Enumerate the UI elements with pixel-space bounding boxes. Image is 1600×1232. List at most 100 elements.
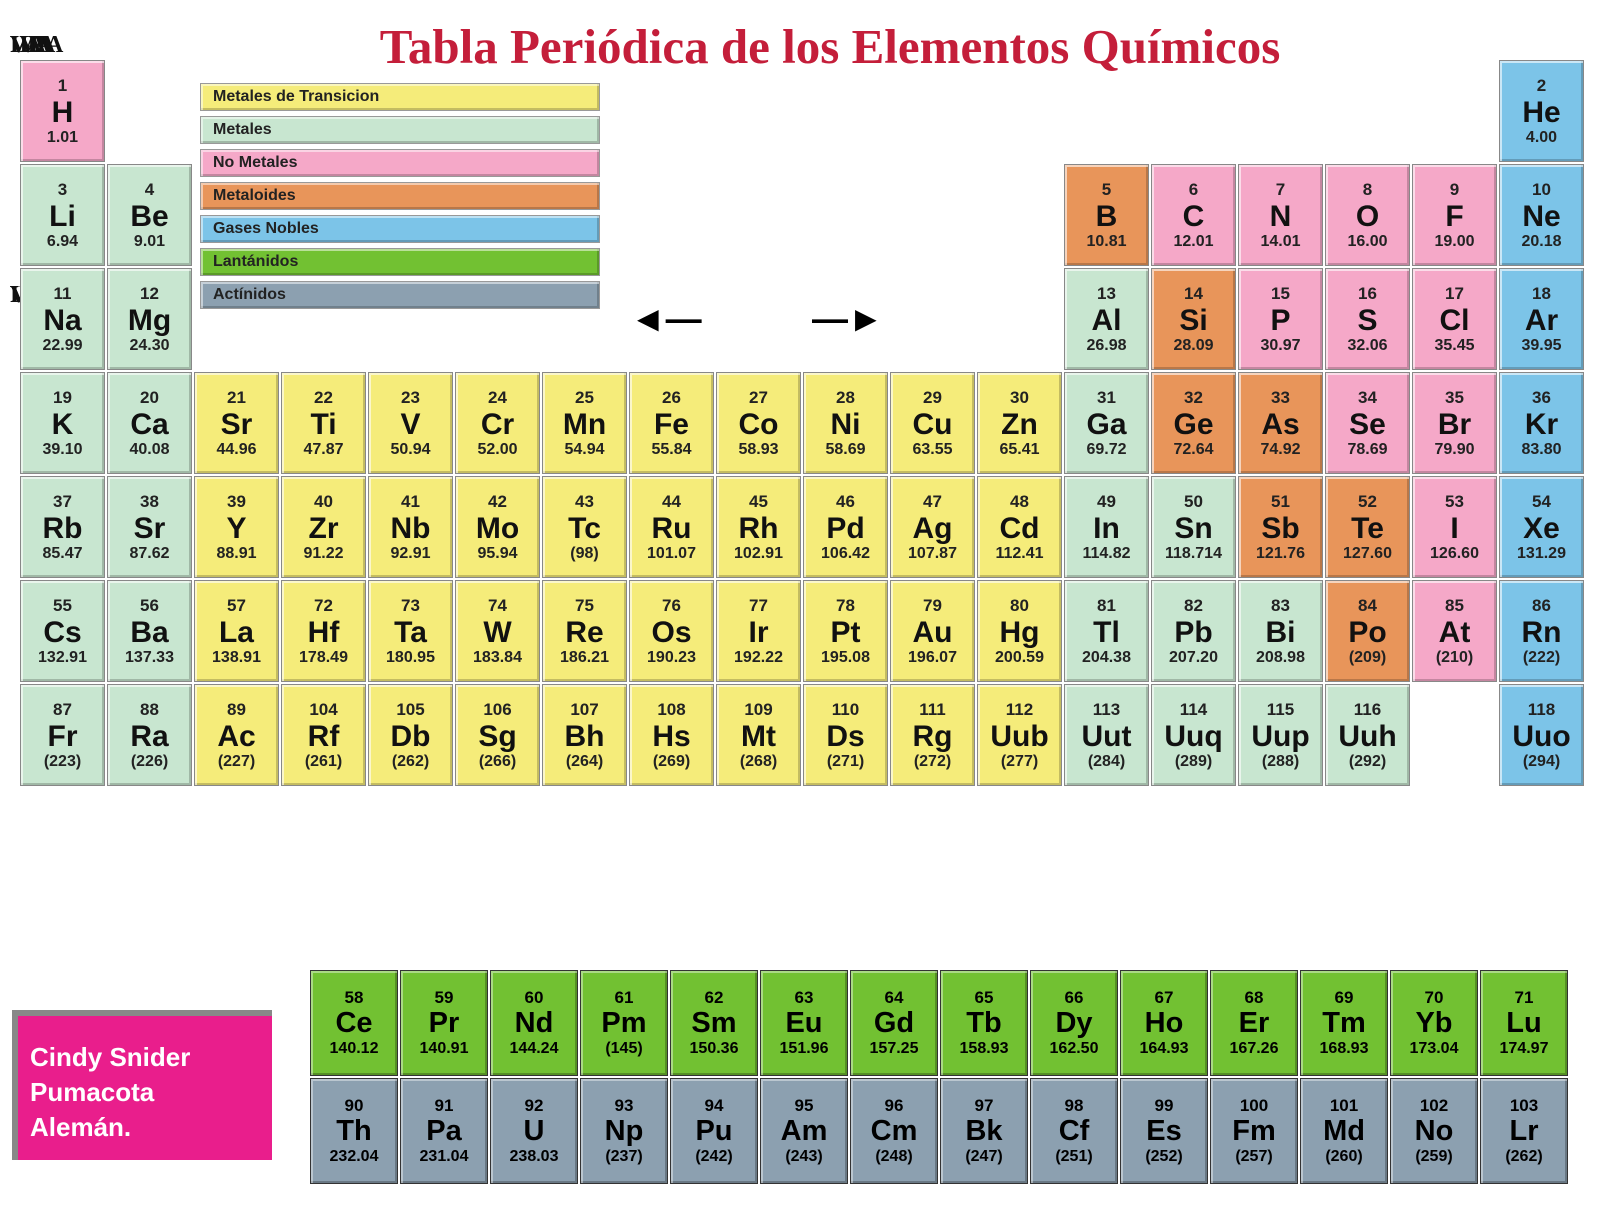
element-symbol: Ge <box>1173 408 1213 441</box>
element-symbol: Gd <box>874 1008 914 1040</box>
element-cell: 53I126.60 <box>1412 476 1497 578</box>
element-cell: 58Ce140.12 <box>310 970 398 1076</box>
atomic-mass: (237) <box>605 1148 642 1166</box>
atomic-number: 39 <box>227 492 246 512</box>
atomic-number: 56 <box>140 596 159 616</box>
atomic-number: 33 <box>1271 388 1290 408</box>
atomic-mass: 44.96 <box>216 441 256 459</box>
atomic-mass: (271) <box>827 753 864 771</box>
atomic-mass: 87.62 <box>129 545 169 563</box>
element-symbol: Mn <box>563 408 606 441</box>
atomic-mass: 126.60 <box>1430 545 1479 563</box>
atomic-number: 28 <box>836 388 855 408</box>
element-cell: 71Lu174.97 <box>1480 970 1568 1076</box>
element-cell: 36Kr83.80 <box>1499 372 1584 474</box>
element-cell: 52Te127.60 <box>1325 476 1410 578</box>
element-cell: 29Cu63.55 <box>890 372 975 474</box>
element-symbol: Ar <box>1525 304 1558 337</box>
atomic-mass: (223) <box>44 753 81 771</box>
atomic-mass: 24.30 <box>129 337 169 355</box>
atomic-mass: 20.18 <box>1521 233 1561 251</box>
element-cell: 72Hf178.49 <box>281 580 366 682</box>
author-box: Cindy Snider Pumacota Alemán. <box>12 1010 272 1160</box>
atomic-number: 72 <box>314 596 333 616</box>
element-cell: 46Pd106.42 <box>803 476 888 578</box>
element-symbol: Kr <box>1525 408 1558 441</box>
atomic-mass: (210) <box>1436 649 1473 667</box>
element-symbol: Ir <box>748 616 768 649</box>
atomic-number: 4 <box>145 180 154 200</box>
element-cell: 34Se78.69 <box>1325 372 1410 474</box>
element-cell: 17Cl35.45 <box>1412 268 1497 370</box>
atomic-number: 96 <box>885 1096 904 1116</box>
atomic-number: 68 <box>1245 988 1264 1008</box>
element-cell: 78Pt195.08 <box>803 580 888 682</box>
atomic-mass: 69.72 <box>1086 441 1126 459</box>
element-cell: 65Tb158.93 <box>940 970 1028 1076</box>
atomic-mass: 88.91 <box>216 545 256 563</box>
element-symbol: Rf <box>308 720 340 753</box>
element-symbol: Cs <box>43 616 81 649</box>
element-cell: 82Pb207.20 <box>1151 580 1236 682</box>
element-symbol: Ag <box>913 512 953 545</box>
element-cell: 31Ga69.72 <box>1064 372 1149 474</box>
element-cell: 7N14.01 <box>1238 164 1323 266</box>
atomic-mass: 112.41 <box>995 545 1043 563</box>
atomic-number: 106 <box>483 700 511 720</box>
atomic-number: 1 <box>58 76 67 96</box>
element-cell: 57La138.91 <box>194 580 279 682</box>
element-symbol: Sr <box>134 512 166 545</box>
atomic-mass: 231.04 <box>420 1148 469 1166</box>
atomic-mass: 107.87 <box>908 545 957 563</box>
atomic-number: 45 <box>749 492 768 512</box>
atomic-mass: 26.98 <box>1086 337 1126 355</box>
legend-row: Metales de Transicion <box>200 80 600 113</box>
element-symbol: Bk <box>965 1116 1002 1148</box>
element-cell: 13Al26.98 <box>1064 268 1149 370</box>
atomic-number: 107 <box>570 700 598 720</box>
atomic-mass: 127.60 <box>1343 545 1392 563</box>
atomic-number: 13 <box>1097 284 1116 304</box>
element-symbol: Uut <box>1082 720 1132 753</box>
atomic-mass: 55.84 <box>651 441 691 459</box>
element-symbol: C <box>1183 200 1205 233</box>
element-symbol: At <box>1439 616 1471 649</box>
atomic-number: 77 <box>749 596 768 616</box>
atomic-number: 36 <box>1532 388 1551 408</box>
atomic-mass: 50.94 <box>390 441 430 459</box>
atomic-mass: 30.97 <box>1260 337 1300 355</box>
atomic-mass: 65.41 <box>999 441 1039 459</box>
element-symbol: Ru <box>652 512 692 545</box>
atomic-number: 61 <box>615 988 634 1008</box>
element-cell: 43Tc(98) <box>542 476 627 578</box>
atomic-mass: (268) <box>740 753 777 771</box>
element-symbol: Sb <box>1261 512 1299 545</box>
atomic-number: 116 <box>1354 700 1381 720</box>
element-cell: 54Xe131.29 <box>1499 476 1584 578</box>
atomic-mass: 118.714 <box>1165 545 1222 563</box>
element-cell: 102No(259) <box>1390 1078 1478 1184</box>
element-cell: 24Cr52.00 <box>455 372 540 474</box>
element-cell: 106Sg(266) <box>455 684 540 786</box>
atomic-mass: (292) <box>1349 753 1386 771</box>
element-cell: 81Tl204.38 <box>1064 580 1149 682</box>
element-symbol: Pm <box>601 1008 646 1040</box>
element-cell: 41Nb92.91 <box>368 476 453 578</box>
atomic-mass: 1.01 <box>47 129 78 147</box>
element-cell: 85At(210) <box>1412 580 1497 682</box>
element-cell: 27Co58.93 <box>716 372 801 474</box>
atomic-number: 22 <box>314 388 333 408</box>
atomic-number: 26 <box>662 388 681 408</box>
atomic-mass: 91.22 <box>303 545 343 563</box>
atomic-number: 24 <box>488 388 507 408</box>
atomic-mass: 192.22 <box>734 649 783 667</box>
element-symbol: O <box>1356 200 1379 233</box>
atomic-number: 46 <box>836 492 855 512</box>
atomic-number: 29 <box>923 388 942 408</box>
element-cell: 88Ra(226) <box>107 684 192 786</box>
atomic-mass: (272) <box>914 753 951 771</box>
atomic-mass: 83.80 <box>1521 441 1561 459</box>
legend-bar: Actínidos <box>200 281 600 309</box>
element-symbol: Cm <box>871 1116 918 1148</box>
atomic-number: 15 <box>1271 284 1290 304</box>
